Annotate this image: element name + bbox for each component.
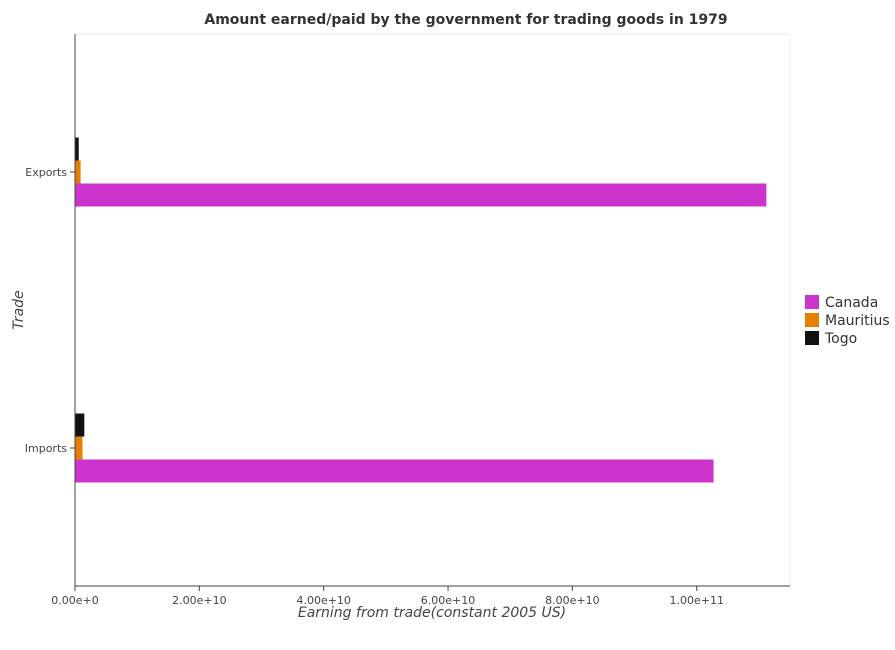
legend-swatch-canada bbox=[805, 295, 819, 309]
y-tick-label: Exports bbox=[25, 166, 67, 179]
legend-label-canada: Canada bbox=[825, 295, 878, 311]
y-axis-label: Trade bbox=[11, 290, 27, 329]
y-tick-label: Imports bbox=[25, 442, 68, 455]
x-tick-label: 0.00e+0 bbox=[51, 594, 98, 607]
x-tick-label: 8.00e+10 bbox=[545, 594, 599, 607]
y-axis: Exports Imports bbox=[25, 34, 76, 586]
x-tick-label: 2.00e+10 bbox=[172, 594, 226, 607]
legend-swatch-togo bbox=[805, 331, 819, 345]
bar-exports-mauritius bbox=[75, 160, 81, 184]
legend-label-mauritius: Mauritius bbox=[825, 313, 890, 329]
legend: Canada Mauritius Togo bbox=[805, 295, 890, 347]
x-axis-label: Earning from trade(constant 2005 US) bbox=[298, 605, 566, 621]
x-axis: 0.00e+0 2.00e+10 4.00e+10 6.00e+10 8.00e+10 1… bbox=[51, 585, 790, 607]
bars-group bbox=[75, 137, 767, 483]
legend-label-togo: Togo bbox=[824, 331, 857, 347]
bar-imports-mauritius bbox=[75, 436, 83, 460]
bar-exports-canada bbox=[75, 183, 767, 207]
x-tick-label: 6.00e+10 bbox=[421, 594, 475, 607]
bar-exports-togo bbox=[75, 137, 79, 161]
chart-title: Amount earned/paid by the government for… bbox=[204, 12, 727, 28]
x-tick-label: 1.00e+11 bbox=[669, 594, 723, 607]
bar-imports-canada bbox=[75, 459, 714, 483]
legend-swatch-mauritius bbox=[805, 313, 819, 327]
bar-imports-togo bbox=[75, 413, 85, 437]
x-tick-label: 4.00e+10 bbox=[296, 594, 350, 607]
